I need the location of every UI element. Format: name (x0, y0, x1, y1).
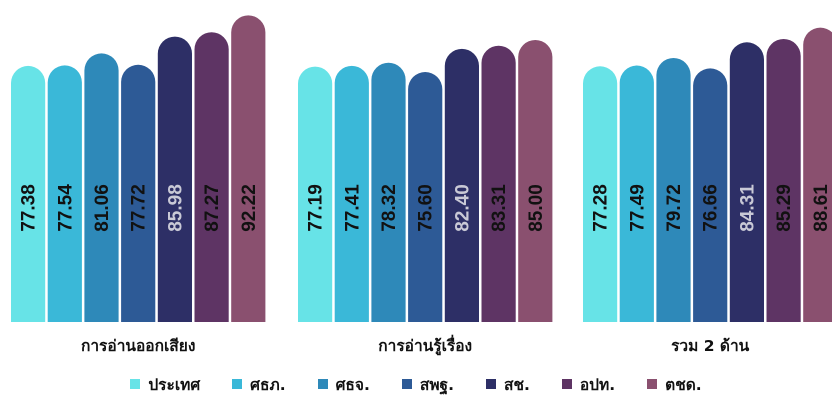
bar-value-label: 85.00 (526, 184, 547, 232)
bar-value-label: 77.28 (591, 184, 612, 232)
bar-0-4 (157, 36, 192, 322)
bar-value-label: 79.72 (664, 184, 685, 232)
legend-label: สช. (503, 375, 530, 394)
bar-value-label: 85.29 (774, 184, 795, 232)
legend-item: ประเทศ (130, 372, 200, 397)
legend-swatch (317, 379, 328, 389)
bar-2-6 (803, 27, 832, 322)
bar-value-label: 85.98 (165, 184, 186, 232)
bar-1-3 (408, 72, 443, 322)
bar-2-4 (729, 42, 764, 323)
bar-0-1 (47, 65, 82, 322)
category-label: การอ่านออกเสียง (81, 337, 195, 355)
bar-0-3 (121, 64, 156, 322)
legend-item: อปท. (561, 372, 616, 397)
legend-item: สพฐ. (401, 372, 454, 397)
bar-2-2 (656, 57, 691, 323)
legend-label: อปท. (579, 375, 616, 394)
legend-item: ศธภ. (232, 372, 286, 397)
category-label: รวม 2 ด้าน (671, 337, 750, 355)
legend-swatch (561, 379, 572, 389)
bar-value-label: 77.38 (19, 184, 40, 232)
legend-swatch (130, 379, 141, 389)
bar-0-6 (231, 15, 266, 322)
legend-swatch (232, 379, 243, 389)
bar-0-5 (194, 32, 229, 322)
bar-value-label: 78.32 (379, 184, 400, 232)
bar-1-5 (481, 45, 516, 322)
legend-swatch (485, 379, 496, 389)
legend-swatch (401, 379, 412, 389)
category-label: การอ่านรู้เรื่อง (378, 334, 472, 357)
bar-value-label: 77.41 (342, 184, 363, 232)
bar-2-5 (766, 38, 801, 323)
bar-value-label: 77.72 (129, 184, 150, 232)
bar-value-label: 75.60 (416, 184, 437, 232)
legend-label: ศธจ. (335, 375, 370, 394)
bar-value-label: 77.54 (55, 184, 76, 232)
bar-value-label: 87.27 (202, 184, 223, 232)
bar-value-label: 83.31 (489, 184, 510, 232)
bar-value-label: 76.66 (701, 184, 722, 232)
bar-1-1 (334, 65, 369, 322)
legend-item: ตชด. (647, 372, 702, 397)
bar-value-label: 88.61 (811, 184, 832, 232)
bar-1-4 (444, 48, 479, 323)
bar-value-label: 82.40 (452, 184, 473, 232)
bar-value-label: 81.06 (92, 184, 113, 232)
legend-label: สพฐ. (419, 375, 454, 394)
bar-2-3 (693, 68, 728, 322)
bar-2-0 (583, 66, 618, 322)
bar-2-1 (619, 65, 654, 323)
bar-value-label: 92.22 (239, 184, 260, 232)
legend-item: สช. (485, 372, 530, 397)
legend-swatch (647, 379, 658, 389)
legend-label: ประเทศ (148, 375, 201, 394)
bar-1-0 (298, 66, 333, 322)
legend-item: ศธจ. (317, 372, 370, 397)
bar-value-label: 77.49 (627, 184, 648, 232)
bar-value-label: 84.31 (737, 184, 758, 232)
bar-0-2 (84, 53, 119, 322)
chart-legend: ประเทศ ศธภ. ศธจ. สพฐ. สช. อปท. ตชด. (0, 370, 832, 398)
bar-value-label: 77.19 (306, 184, 327, 232)
legend-label: ศธภ. (250, 375, 286, 394)
bar-0-0 (11, 65, 46, 323)
bar-1-6 (518, 39, 553, 323)
legend-label: ตชด. (665, 375, 702, 394)
bar-1-2 (371, 62, 406, 322)
